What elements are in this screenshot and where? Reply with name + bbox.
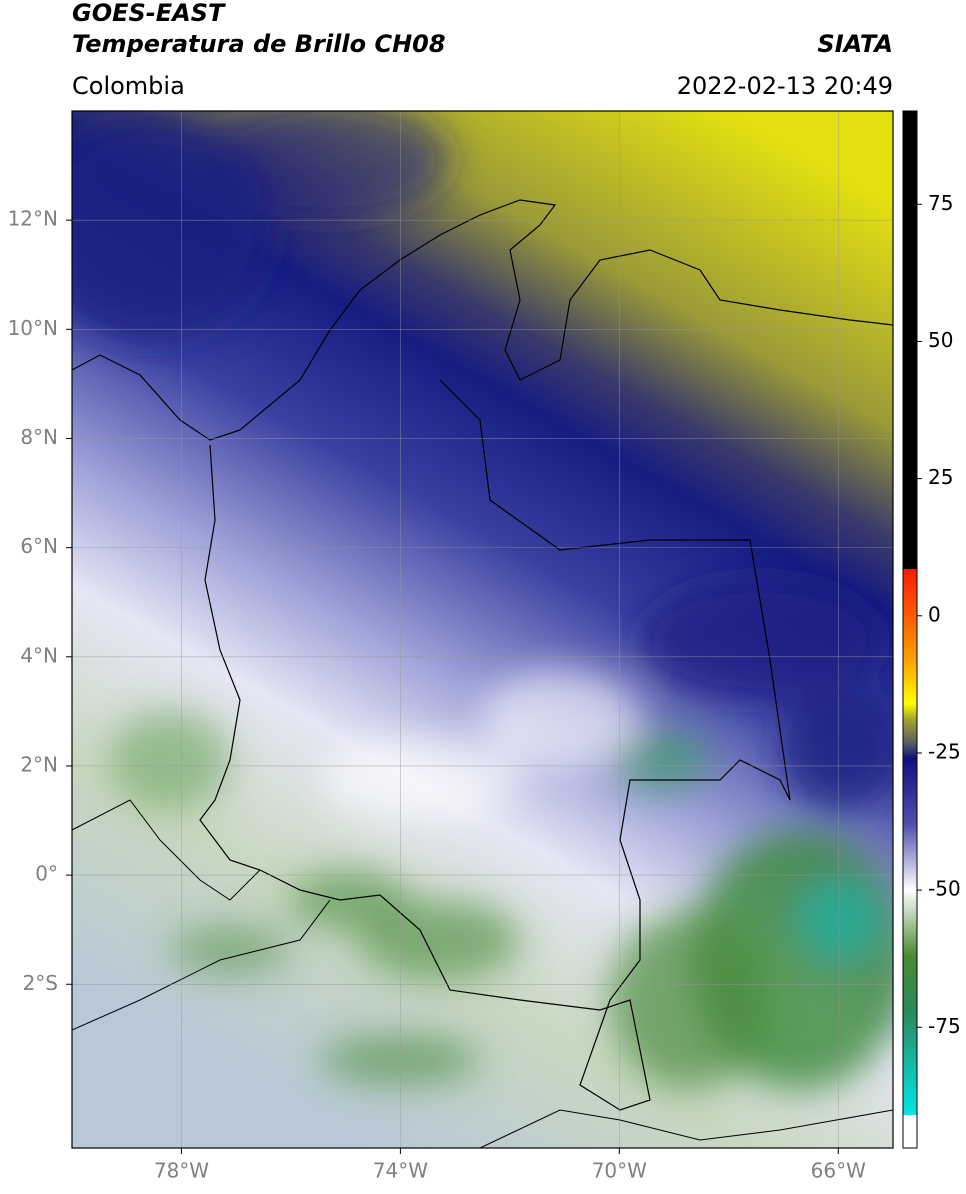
colorbar: [902, 110, 918, 1149]
colorbar-label: -50: [928, 877, 961, 901]
grid: [72, 111, 893, 1148]
x-tick-label: 74°W: [373, 1159, 428, 1183]
y-tick-label: 8°N: [20, 425, 58, 449]
subtitle: Temperatura de Brillo CH08: [72, 30, 446, 58]
y-tick-label: 2°N: [20, 752, 58, 776]
y-tick-label: 4°N: [20, 643, 58, 667]
datetime: 2022-02-13 20:49: [677, 72, 893, 100]
region: Colombia: [72, 72, 185, 100]
colorbar-label: 0: [928, 602, 941, 626]
colorbar-label: -25: [928, 739, 961, 763]
coastline: [72, 199, 893, 441]
colorbar-label: 25: [928, 465, 953, 489]
colorbar-label: -75: [928, 1014, 961, 1038]
x-tick-label: 78°W: [154, 1159, 209, 1183]
map-frame: [71, 110, 894, 1149]
source: SIATA: [817, 30, 893, 58]
cloud-features: [72, 111, 893, 1090]
y-tick-label: 0°: [35, 862, 58, 886]
colorbar-label: 50: [928, 328, 953, 352]
borders: [199, 379, 791, 1111]
borders: [72, 799, 893, 1148]
y-tick-label: 12°N: [8, 207, 58, 231]
y-tick-label: 6°N: [20, 534, 58, 558]
imagery: [72, 111, 893, 1148]
y-tick-label: 2°S: [23, 971, 58, 995]
title: GOES-EAST: [72, 0, 226, 27]
x-tick-label: 70°W: [592, 1159, 647, 1183]
y-tick-label: 10°N: [8, 316, 58, 340]
x-tick-label: 66°W: [811, 1159, 866, 1183]
colorbar-label: 75: [928, 191, 953, 215]
